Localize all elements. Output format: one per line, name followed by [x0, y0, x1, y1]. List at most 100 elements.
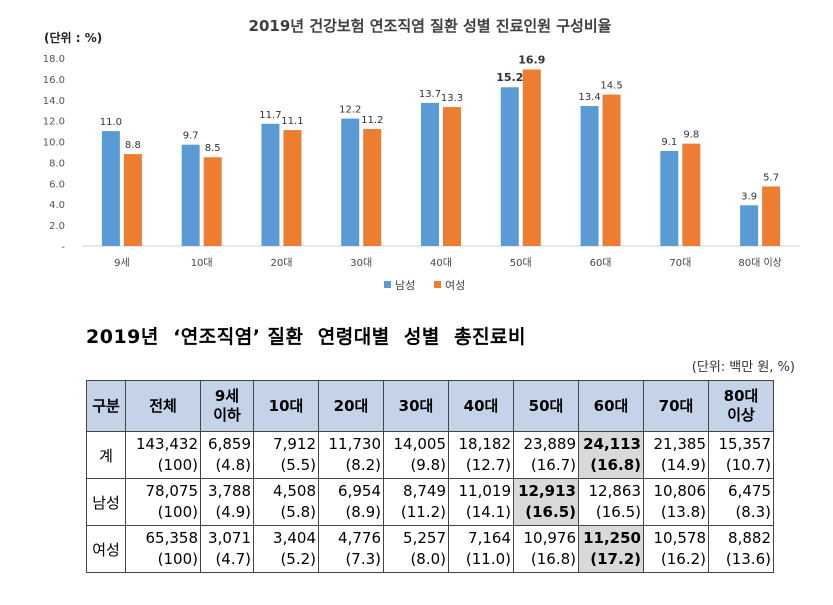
cell-share: (5.5): [280, 456, 316, 474]
cell-share: (4.8): [215, 456, 251, 474]
table-body: 계 143,432 (100) 6,859 (4.8) 7,912 (5.5) 11,730 (…: [86, 431, 774, 573]
cell-amount: 12,863: [588, 482, 642, 500]
cell-amount: 24,113: [583, 435, 641, 453]
bar-male: [341, 118, 360, 246]
legend-swatch: [384, 281, 391, 288]
y-tick-label: 8.0: [49, 158, 65, 169]
cell-share: (10.7): [725, 456, 771, 474]
table-row: 여성 65,358 (100) 3,071 (4.7) 3,404 (5.2) 4,776 (7…: [86, 525, 774, 573]
data-label: 5.7: [763, 172, 779, 183]
cell-share: (11.0): [465, 550, 511, 568]
table-cell: 18,182 (12.7): [448, 431, 514, 479]
column-header: 구분: [86, 380, 126, 432]
cell-share: (16.5): [595, 503, 641, 521]
cell-amount: 7,164: [468, 529, 511, 547]
data-label: 11.2: [361, 115, 383, 126]
table-title: 2019년 ‘연조직염’ 질환 연령대별 성별 총진료비: [86, 326, 527, 348]
column-header-line: 9세: [214, 387, 240, 405]
cell-share: (16.2): [660, 550, 706, 568]
chart-svg: 2019년 건강보험 연조직염 질환 성별 진료인원 구성비율 (단위 : %) -…: [43, 17, 800, 292]
y-axis-unit: (단위 : %): [44, 30, 102, 45]
column-header: 9세 이하: [200, 380, 254, 432]
cell-amount: 10,806: [653, 482, 707, 500]
data-label: 11.0: [100, 117, 122, 128]
cell-amount: 6,954: [338, 482, 381, 500]
column-header-line: 60대: [593, 396, 629, 415]
column-header: 40대: [448, 380, 514, 432]
cell-share: (5.8): [280, 503, 316, 521]
table-cell: 4,776 (7.3): [318, 525, 384, 573]
cell-share: (9.8): [410, 456, 446, 474]
column-header: 80대 이상: [708, 380, 774, 432]
cell-share: (13.6): [725, 550, 771, 568]
cost-table: 구분 전체 9세 이하 10대 20대 30대 40대 50대 60대 70대 80대 이상 계 143,…: [86, 380, 774, 573]
cell-share: (4.9): [215, 503, 251, 521]
cell-amount: 12,913: [518, 482, 576, 500]
table-cell: 65,358 (100): [125, 525, 201, 573]
x-category-label: 60대: [590, 257, 612, 269]
legend-label: 남성: [395, 279, 415, 292]
column-header: 전체: [125, 380, 201, 432]
cell-share: (8.3): [735, 503, 771, 521]
cell-share: (11.2): [400, 503, 446, 521]
x-category-label: 80대 이상: [738, 257, 782, 269]
x-category-label: 40대: [430, 257, 452, 269]
table-cell: 3,404 (5.2): [253, 525, 319, 573]
cell-amount: 10,578: [653, 529, 707, 547]
cell-amount: 18,182: [458, 435, 512, 453]
bar-male: [421, 102, 439, 247]
cell-share: (16.8): [590, 456, 641, 474]
data-label: 13.4: [578, 92, 600, 103]
data-label: 13.7: [419, 89, 441, 100]
row-label: 계: [86, 431, 126, 479]
legend-label: 여성: [445, 279, 465, 292]
table-cell: 3,071 (4.7): [200, 525, 254, 573]
row-label: 남성: [86, 478, 126, 526]
table-cell: 14,005 (9.8): [383, 431, 449, 479]
cell-amount: 14,005: [393, 435, 447, 453]
data-label: 3.9: [741, 191, 757, 202]
column-header: 20대: [318, 380, 384, 432]
cell-amount: 6,475: [728, 482, 771, 500]
bar-male: [101, 131, 120, 246]
cell-share: (100): [157, 503, 198, 521]
column-header: 50대: [513, 380, 579, 432]
cell-share: (17.2): [590, 550, 641, 568]
data-label: 11.7: [259, 110, 281, 121]
table-cell: 7,164 (11.0): [448, 525, 514, 573]
cell-share: (16.5): [525, 503, 576, 521]
data-label: 13.3: [441, 93, 463, 104]
table-cell: 10,976 (16.8): [513, 525, 579, 573]
data-label: 14.5: [600, 81, 622, 92]
cell-amount: 65,358: [145, 529, 199, 547]
column-header-line: 이상: [727, 406, 755, 424]
column-header: 30대: [383, 380, 449, 432]
data-label: 8.5: [205, 143, 221, 154]
y-tick-label: 4.0: [49, 200, 65, 211]
bar-male: [261, 123, 280, 246]
table-cell: 11,730 (8.2): [318, 431, 384, 479]
table-cell: 8,882 (13.6): [708, 525, 774, 573]
cell-amount: 78,075: [145, 482, 199, 500]
cell-amount: 3,404: [273, 529, 316, 547]
y-tick-label: 6.0: [49, 179, 65, 190]
cell-amount: 11,019: [458, 482, 512, 500]
cell-share: (14.1): [465, 503, 511, 521]
table-cell: 12,863 (16.5): [578, 478, 644, 526]
column-header-line: 50대: [528, 396, 564, 415]
data-label: 9.8: [683, 130, 699, 141]
table-cell: 10,806 (13.8): [643, 478, 709, 526]
cell-amount: 11,250: [583, 529, 641, 547]
x-category-label: 9세: [114, 257, 130, 269]
table-cell: 24,113 (16.8): [578, 431, 644, 479]
legend-swatch: [434, 281, 441, 288]
cell-share: (12.7): [465, 456, 511, 474]
bar-male: [181, 144, 200, 246]
table-cell: 11,250 (17.2): [578, 525, 644, 573]
bar-male: [740, 205, 759, 246]
column-header: 60대: [578, 380, 644, 432]
x-category-label: 70대: [669, 257, 691, 269]
cell-amount: 4,776: [338, 529, 381, 547]
table-cell: 12,913 (16.5): [513, 478, 579, 526]
cell-share: (5.2): [280, 550, 316, 568]
